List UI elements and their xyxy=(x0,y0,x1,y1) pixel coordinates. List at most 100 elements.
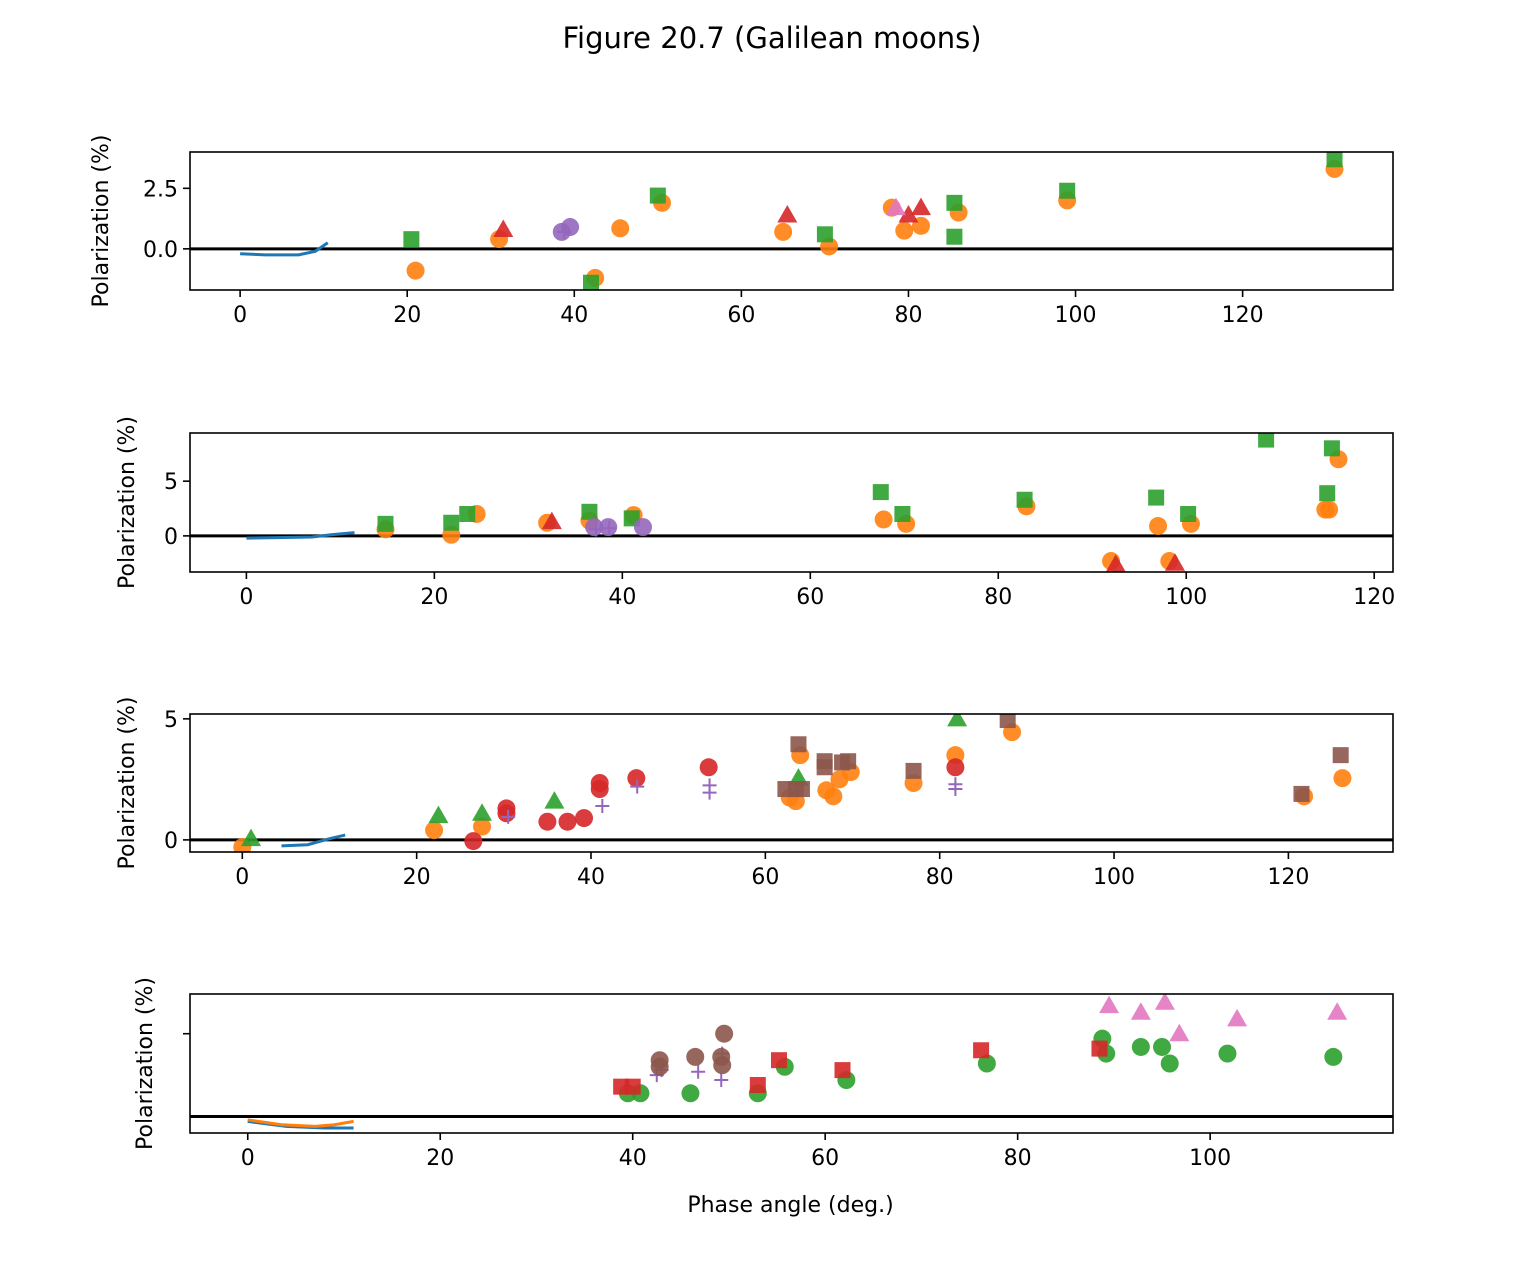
y-tick-label: 5 xyxy=(164,470,178,495)
panel-3: 0 20 40 60 80 100 120 0 5 Polarization (%) xyxy=(115,697,1394,890)
square-point xyxy=(624,1078,641,1095)
square-point xyxy=(770,1052,787,1069)
square-point xyxy=(894,505,911,522)
circle-point xyxy=(1131,1037,1150,1056)
triangle-point xyxy=(1099,995,1120,1014)
circle-point xyxy=(699,758,718,777)
triangle-point xyxy=(428,805,449,824)
circle-point xyxy=(538,812,557,831)
x-tick-label: 100 xyxy=(1093,865,1135,890)
series-orange-line xyxy=(247,1118,354,1128)
series-red-triangle xyxy=(541,511,1185,572)
series-pink-triangle xyxy=(885,197,906,216)
panel-2: 0 20 40 60 80 100 120 0 5 Polarization (%) xyxy=(115,416,1395,610)
series-red-triangle xyxy=(493,197,931,237)
square-point xyxy=(999,714,1016,729)
circle-point xyxy=(681,1084,700,1103)
circle-point xyxy=(977,1054,996,1073)
plus-point xyxy=(691,1064,706,1079)
x-tick-label: 20 xyxy=(420,585,448,610)
circle-point xyxy=(824,787,843,806)
circle-point xyxy=(1218,1044,1237,1063)
x-tick-label: 40 xyxy=(577,865,605,890)
circle-point xyxy=(464,832,483,851)
plus-point xyxy=(602,521,617,536)
circle-point xyxy=(1320,500,1339,519)
x-axis-label: Phase angle (deg.) xyxy=(687,1193,893,1218)
series-purple-plus xyxy=(557,224,572,239)
circle-point xyxy=(1333,769,1352,788)
x-tick-label: 100 xyxy=(1165,585,1207,610)
axes-frame xyxy=(189,432,1394,573)
plot-area xyxy=(190,994,1393,1130)
circle-point xyxy=(1153,1037,1172,1056)
triangle-point xyxy=(1154,994,1175,1010)
x-tick-label: 0 xyxy=(235,865,249,890)
circle-point xyxy=(634,518,653,537)
circle-point xyxy=(946,758,965,777)
series-line xyxy=(240,241,329,257)
x-tick-label: 20 xyxy=(403,865,431,890)
series-pink-triangle xyxy=(1099,994,1348,1042)
circle-point xyxy=(406,261,425,280)
square-point xyxy=(1258,433,1275,448)
plus-point xyxy=(630,779,645,794)
circle-point xyxy=(1324,1047,1343,1066)
series-green-square xyxy=(403,152,1343,290)
circle-point xyxy=(558,812,577,831)
x-tick-label: 80 xyxy=(984,585,1012,610)
x-tick-label: 20 xyxy=(426,1146,454,1171)
square-point xyxy=(946,228,963,245)
series-line xyxy=(246,531,355,540)
panel-4: 0 20 40 60 80 100 Polarization (%) Phase angle … xyxy=(133,977,1394,1218)
triangle-point xyxy=(472,803,493,821)
square-point xyxy=(1180,505,1197,522)
x-tick-label: 60 xyxy=(796,585,824,610)
circle-point xyxy=(1160,1054,1179,1073)
square-point xyxy=(872,484,889,501)
y-axis-label: Polarization (%) xyxy=(133,977,158,1150)
plus-point xyxy=(714,1073,729,1088)
y-axis-label: Polarization (%) xyxy=(89,135,114,308)
triangle-point xyxy=(910,197,931,216)
triangle-point xyxy=(1227,1008,1248,1027)
triangle-point xyxy=(947,714,968,727)
triangle-point xyxy=(1169,1023,1190,1042)
series-blue-line xyxy=(240,241,329,257)
x-tick-label: 100 xyxy=(1055,303,1097,328)
circle-point xyxy=(1149,517,1168,536)
y-tick-label: 0 xyxy=(164,525,178,550)
circle-point xyxy=(575,809,594,828)
series-brown-circle xyxy=(650,1024,734,1076)
circle-point xyxy=(425,821,444,840)
x-tick-label: 20 xyxy=(393,303,421,328)
square-point xyxy=(790,736,807,753)
triangle-point xyxy=(1105,554,1126,572)
triangle-point xyxy=(1164,553,1185,571)
x-tick-label: 80 xyxy=(894,303,922,328)
plus-point xyxy=(589,522,604,537)
square-point xyxy=(749,1077,766,1094)
series-blue-line xyxy=(281,833,346,848)
circle-point xyxy=(715,1024,734,1043)
square-point xyxy=(1148,489,1165,506)
x-tick-label: 60 xyxy=(811,1146,839,1171)
circle-point xyxy=(627,769,646,788)
axes-frame xyxy=(189,993,1394,1134)
plus-point xyxy=(948,782,963,797)
square-point xyxy=(1319,485,1336,502)
square-point xyxy=(443,514,460,531)
series-line xyxy=(247,1118,354,1128)
x-tick-label: 100 xyxy=(1189,1146,1231,1171)
series-red-circle xyxy=(464,758,965,851)
x-tick-label: 60 xyxy=(727,303,755,328)
plus-point xyxy=(501,809,516,824)
circle-point xyxy=(774,222,793,241)
square-point xyxy=(1332,747,1349,764)
square-point xyxy=(649,187,666,204)
square-point xyxy=(973,1042,990,1059)
square-point xyxy=(834,1062,851,1079)
triangle-point xyxy=(1327,1002,1348,1020)
x-tick-label: 80 xyxy=(926,865,954,890)
